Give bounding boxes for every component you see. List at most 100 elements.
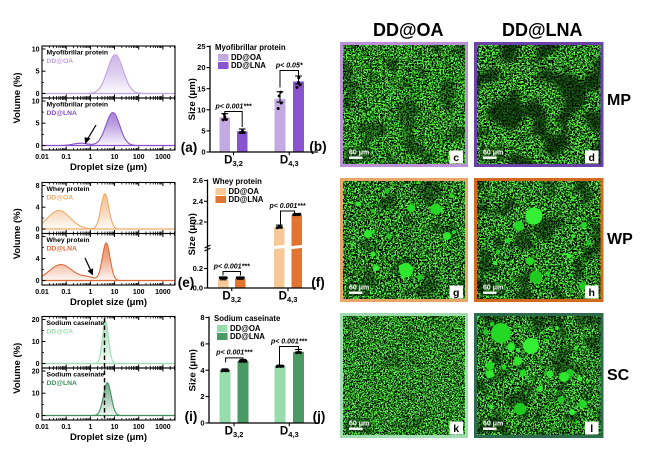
svg-text:15: 15 — [197, 84, 205, 93]
svg-text:D3,2: D3,2 — [225, 426, 244, 440]
svg-text:c: c — [453, 151, 459, 163]
svg-text:g: g — [452, 286, 458, 298]
svg-text:Volume (%): Volume (%) — [12, 208, 23, 259]
svg-text:DD@OA: DD@OA — [47, 195, 74, 202]
svg-text:DD@OA: DD@OA — [47, 329, 74, 336]
svg-text:10: 10 — [197, 105, 205, 114]
svg-text:D4,3: D4,3 — [280, 426, 299, 440]
svg-text:0: 0 — [200, 419, 204, 428]
svg-text:60 μm: 60 μm — [349, 420, 369, 427]
svg-text:0.1: 0.1 — [61, 289, 71, 296]
svg-text:DD@OA: DD@OA — [231, 53, 262, 62]
svg-text:5: 5 — [36, 69, 40, 76]
svg-text:(b): (b) — [309, 139, 326, 154]
svg-text:Volume (%): Volume (%) — [12, 72, 23, 123]
svg-text:Myofibrillar protein: Myofibrillar protein — [215, 43, 286, 52]
svg-text:60 μm: 60 μm — [483, 149, 503, 156]
svg-text:Sodium caseinate: Sodium caseinate — [214, 314, 281, 323]
svg-text:0: 0 — [36, 143, 40, 150]
svg-text:20: 20 — [32, 368, 40, 375]
svg-text:4: 4 — [36, 256, 40, 263]
svg-text:1000: 1000 — [155, 424, 171, 431]
svg-text:Sodium caseinate: Sodium caseinate — [47, 372, 105, 379]
svg-text:8: 8 — [200, 313, 204, 322]
svg-text:k: k — [453, 422, 459, 434]
svg-text:0.0: 0.0 — [193, 284, 203, 293]
svg-text:0.01: 0.01 — [35, 289, 49, 296]
svg-text:Myofibrillar protein: Myofibrillar protein — [47, 50, 109, 57]
svg-text:Sodium caseinate: Sodium caseinate — [47, 320, 105, 327]
svg-text:8: 8 — [36, 183, 40, 190]
svg-text:Volume (%): Volume (%) — [12, 343, 23, 394]
svg-text:Myofibrillar protein: Myofibrillar protein — [47, 102, 109, 109]
svg-text:2: 2 — [200, 392, 204, 401]
svg-text:DD@OA: DD@OA — [229, 187, 260, 196]
svg-text:p< 0.001***: p< 0.001*** — [213, 263, 250, 270]
svg-text:1: 1 — [88, 289, 92, 296]
svg-text:Size (μm): Size (μm) — [187, 213, 198, 255]
svg-text:2.4: 2.4 — [193, 197, 204, 206]
svg-text:60 μm: 60 μm — [349, 149, 369, 156]
svg-text:Size (μm): Size (μm) — [187, 78, 198, 120]
svg-text:p< 0.001***: p< 0.001*** — [270, 338, 307, 345]
svg-text:10: 10 — [111, 154, 119, 161]
svg-text:20: 20 — [32, 317, 40, 324]
svg-text:1000: 1000 — [155, 289, 171, 296]
svg-text:p< 0.05*: p< 0.05* — [275, 62, 303, 69]
svg-text:D4,3: D4,3 — [279, 291, 298, 305]
svg-text:0.1: 0.1 — [61, 154, 71, 161]
svg-text:20: 20 — [197, 63, 205, 72]
svg-text:D4,3: D4,3 — [280, 155, 299, 169]
svg-text:1: 1 — [88, 154, 92, 161]
svg-text:1000: 1000 — [155, 154, 171, 161]
svg-text:0.2: 0.2 — [193, 264, 203, 273]
svg-text:5: 5 — [36, 121, 40, 128]
svg-text:100: 100 — [133, 289, 145, 296]
svg-text:Whey protein: Whey protein — [47, 237, 90, 244]
svg-text:0: 0 — [36, 91, 40, 98]
svg-text:d: d — [588, 151, 594, 163]
svg-text:(a): (a) — [181, 140, 198, 155]
svg-text:(e): (e) — [178, 275, 195, 290]
svg-text:10: 10 — [32, 339, 40, 346]
svg-text:100: 100 — [133, 424, 145, 431]
svg-text:8: 8 — [36, 234, 40, 241]
svg-text:10: 10 — [32, 46, 40, 53]
svg-text:60 μm: 60 μm — [483, 420, 503, 427]
svg-text:p< 0.001***: p< 0.001*** — [269, 203, 306, 210]
svg-text:0: 0 — [36, 278, 40, 285]
svg-text:2.6: 2.6 — [193, 176, 203, 185]
svg-text:Whey protein: Whey protein — [213, 177, 263, 186]
svg-text:4: 4 — [200, 366, 205, 375]
svg-text:6: 6 — [200, 340, 204, 349]
svg-text:10: 10 — [111, 289, 119, 296]
svg-text:DD@LNA: DD@LNA — [47, 246, 78, 253]
svg-text:l: l — [590, 422, 593, 434]
svg-text:0: 0 — [36, 413, 40, 420]
svg-text:D3,2: D3,2 — [222, 291, 241, 305]
svg-text:100: 100 — [133, 154, 145, 161]
svg-text:DD@LNA: DD@LNA — [47, 110, 78, 117]
svg-text:10: 10 — [32, 98, 40, 105]
svg-text:p< 0.001***: p< 0.001*** — [215, 103, 252, 110]
svg-text:60 μm: 60 μm — [483, 284, 503, 291]
svg-text:(j): (j) — [313, 409, 326, 424]
svg-text:0.01: 0.01 — [35, 154, 49, 161]
svg-text:25: 25 — [197, 42, 205, 51]
svg-text:(i): (i) — [185, 409, 198, 424]
svg-text:2.2: 2.2 — [193, 218, 203, 227]
svg-text:0: 0 — [36, 226, 40, 233]
svg-text:0.1: 0.1 — [61, 424, 71, 431]
svg-text:DD@LNA: DD@LNA — [230, 332, 265, 341]
svg-text:4: 4 — [36, 205, 40, 212]
svg-text:Size (μm): Size (μm) — [188, 349, 199, 391]
svg-text:p< 0.001***: p< 0.001*** — [215, 350, 252, 357]
svg-text:(f): (f) — [311, 275, 325, 290]
svg-text:D3,2: D3,2 — [224, 155, 243, 169]
svg-text:Droplet size (μm): Droplet size (μm) — [70, 162, 147, 173]
svg-text:0: 0 — [36, 361, 40, 368]
svg-text:Whey protein: Whey protein — [47, 186, 90, 193]
svg-text:DD@LNA: DD@LNA — [231, 61, 266, 70]
svg-text:h: h — [588, 286, 594, 298]
svg-text:DD@OA: DD@OA — [47, 58, 74, 65]
